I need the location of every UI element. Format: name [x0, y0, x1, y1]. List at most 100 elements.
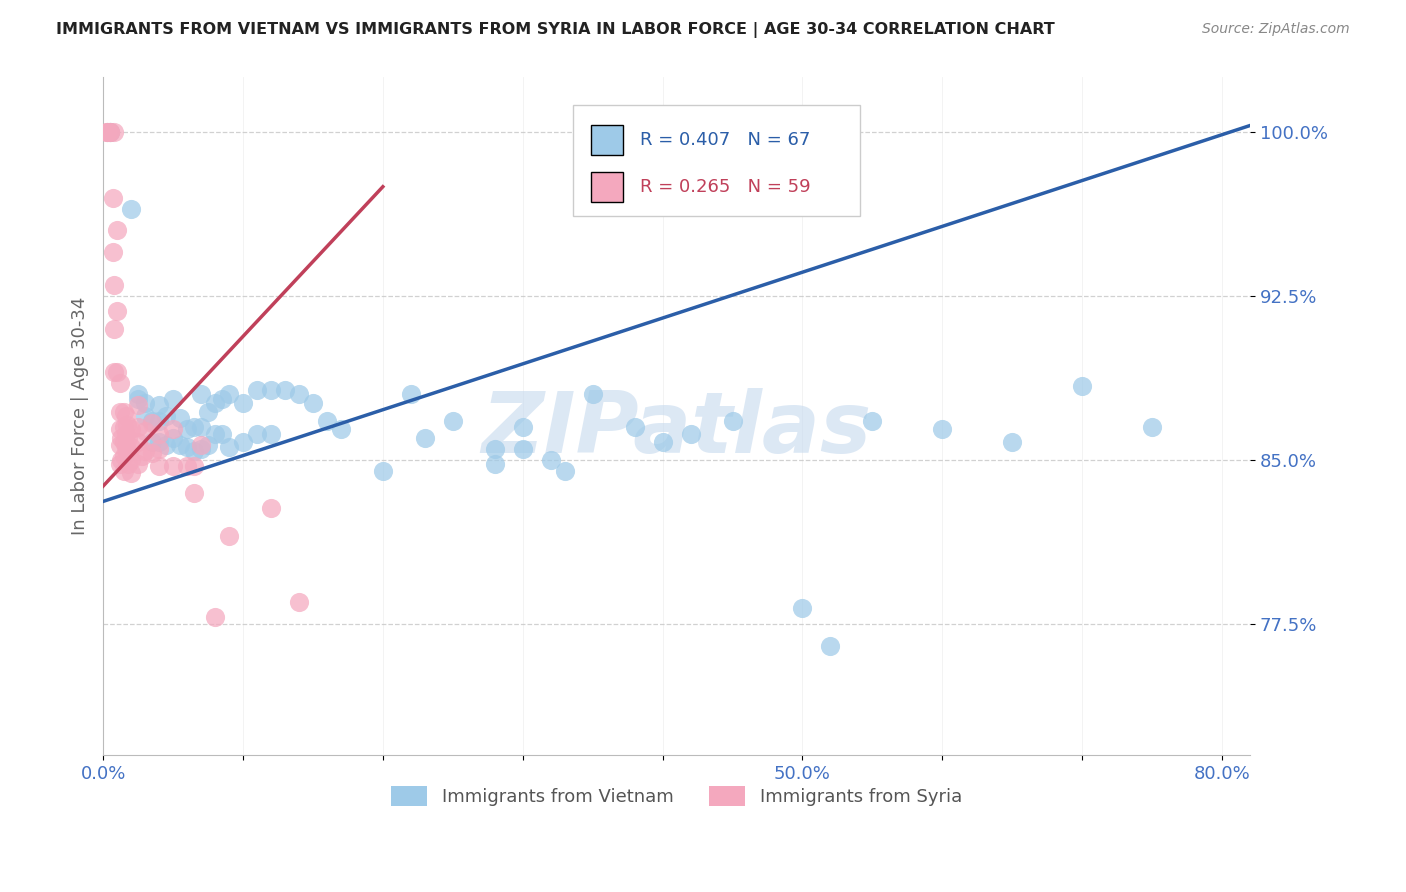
- Point: [484, 442, 506, 456]
- Point: [302, 396, 325, 410]
- Point: [105, 366, 128, 380]
- Point: [141, 416, 163, 430]
- Point: [96, 125, 118, 139]
- Point: [141, 413, 163, 427]
- Point: [141, 435, 163, 450]
- Point: [108, 376, 131, 391]
- Point: [98, 125, 121, 139]
- Point: [211, 426, 233, 441]
- Point: [162, 422, 184, 436]
- Point: [260, 383, 283, 397]
- Point: [120, 453, 142, 467]
- FancyBboxPatch shape: [574, 104, 860, 217]
- Legend: Immigrants from Vietnam, Immigrants from Syria: Immigrants from Vietnam, Immigrants from…: [384, 779, 969, 814]
- Point: [204, 396, 226, 410]
- Point: [105, 223, 128, 237]
- Point: [288, 595, 311, 609]
- Point: [141, 446, 163, 460]
- Point: [232, 435, 254, 450]
- Point: [183, 444, 205, 458]
- Point: [98, 125, 121, 139]
- Point: [117, 431, 139, 445]
- Point: [651, 435, 673, 450]
- Point: [134, 425, 156, 439]
- Point: [371, 464, 394, 478]
- Point: [148, 435, 170, 450]
- Point: [131, 449, 153, 463]
- Point: [540, 453, 562, 467]
- Point: [176, 440, 198, 454]
- Point: [190, 437, 212, 451]
- Y-axis label: In Labor Force | Age 30-34: In Labor Force | Age 30-34: [72, 297, 89, 535]
- Point: [110, 453, 132, 467]
- Point: [413, 431, 436, 445]
- Point: [260, 426, 283, 441]
- Point: [274, 383, 297, 397]
- Point: [512, 420, 534, 434]
- Point: [1379, 125, 1402, 139]
- Point: [127, 398, 149, 412]
- Point: [101, 191, 124, 205]
- Point: [162, 459, 184, 474]
- Point: [399, 387, 422, 401]
- Point: [176, 422, 198, 436]
- Text: R = 0.265   N = 59: R = 0.265 N = 59: [640, 178, 810, 196]
- Point: [108, 422, 131, 436]
- Point: [98, 125, 121, 139]
- Point: [148, 398, 170, 412]
- Point: [183, 420, 205, 434]
- Text: ZIPatlas: ZIPatlas: [481, 388, 872, 471]
- Point: [232, 396, 254, 410]
- Point: [108, 405, 131, 419]
- FancyBboxPatch shape: [591, 172, 623, 202]
- Point: [169, 437, 191, 451]
- Point: [103, 278, 125, 293]
- Point: [246, 426, 269, 441]
- Point: [120, 466, 142, 480]
- Point: [155, 409, 177, 424]
- Point: [103, 366, 125, 380]
- Point: [197, 405, 219, 419]
- Point: [110, 431, 132, 445]
- Point: [931, 422, 953, 436]
- Point: [101, 245, 124, 260]
- Text: IMMIGRANTS FROM VIETNAM VS IMMIGRANTS FROM SYRIA IN LABOR FORCE | AGE 30-34 CORR: IMMIGRANTS FROM VIETNAM VS IMMIGRANTS FR…: [56, 22, 1054, 38]
- Point: [96, 125, 118, 139]
- Point: [190, 442, 212, 456]
- Point: [183, 485, 205, 500]
- Point: [218, 529, 240, 543]
- Point: [176, 459, 198, 474]
- Point: [114, 426, 136, 441]
- Point: [218, 440, 240, 454]
- Point: [117, 457, 139, 471]
- Point: [204, 426, 226, 441]
- Point: [105, 304, 128, 318]
- Point: [316, 413, 339, 427]
- Point: [679, 426, 702, 441]
- Point: [112, 435, 135, 450]
- Point: [103, 125, 125, 139]
- Point: [162, 392, 184, 406]
- Point: [721, 413, 744, 427]
- Point: [96, 125, 118, 139]
- Point: [120, 440, 142, 454]
- Point: [288, 387, 311, 401]
- Point: [162, 431, 184, 445]
- Point: [114, 440, 136, 454]
- Point: [112, 449, 135, 463]
- Point: [329, 422, 352, 436]
- Point: [127, 387, 149, 401]
- Point: [582, 387, 605, 401]
- Point: [204, 610, 226, 624]
- Point: [246, 383, 269, 397]
- Point: [155, 437, 177, 451]
- Point: [148, 426, 170, 441]
- Point: [169, 411, 191, 425]
- Point: [115, 417, 138, 432]
- FancyBboxPatch shape: [591, 125, 623, 155]
- Point: [108, 437, 131, 451]
- Point: [441, 413, 464, 427]
- Point: [120, 202, 142, 216]
- Point: [134, 409, 156, 424]
- Point: [190, 387, 212, 401]
